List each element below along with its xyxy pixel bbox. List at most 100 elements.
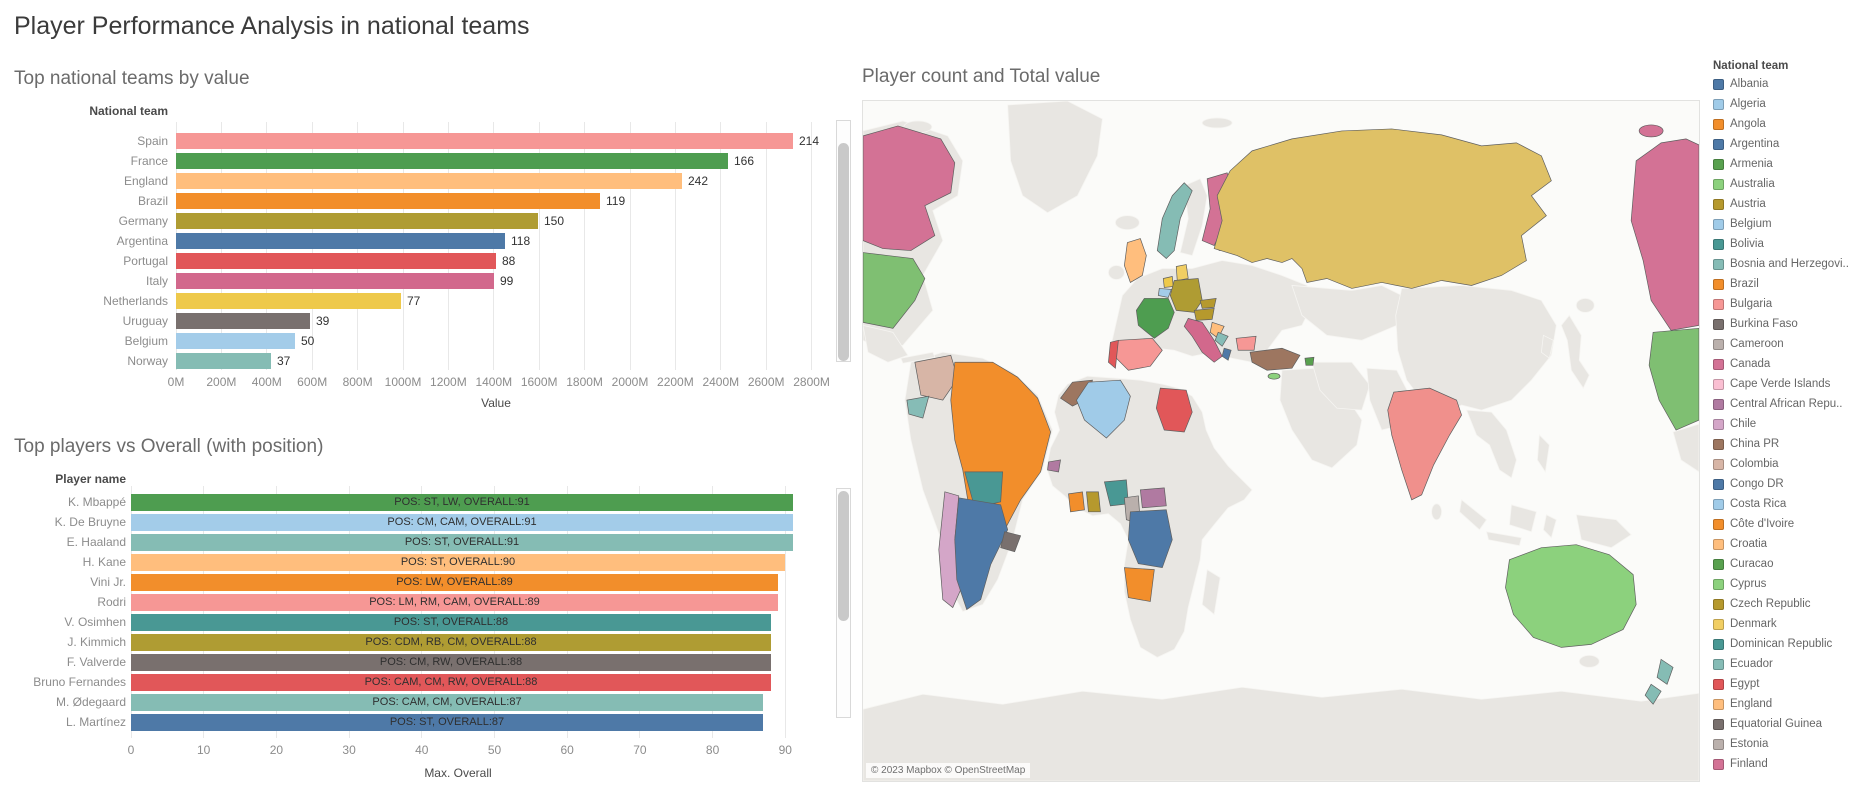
map-country-argentina[interactable] [954,497,1009,611]
map-country-egypt[interactable] [1155,387,1193,433]
legend-item-costa-rica[interactable]: Costa Rica [1713,494,1786,514]
players-chart-scrollbar[interactable] [836,488,851,718]
map-country-canada-east[interactable] [1630,138,1699,331]
legend-item-algeria[interactable]: Algeria [1713,94,1766,114]
players-bar-k-mbapp-[interactable] [131,493,793,511]
legend-item-croatia[interactable]: Croatia [1713,534,1767,554]
teams-bar-argentina[interactable] [176,233,505,249]
legend-item-finland[interactable]: Finland [1713,754,1768,774]
map-country-russia[interactable] [1213,128,1552,289]
legend-item-denmark[interactable]: Denmark [1713,614,1777,634]
map-country-usa[interactable] [863,252,926,329]
legend-item-cameroon[interactable]: Cameroon [1713,334,1784,354]
legend-item-england[interactable]: England [1713,694,1772,714]
legend-item-ecuador[interactable]: Ecuador [1713,654,1773,674]
legend-item-chile[interactable]: Chile [1713,414,1756,434]
map-country-portugal[interactable] [1108,339,1119,369]
map-country-spain[interactable] [1114,337,1163,371]
map-country-angola[interactable] [1123,567,1155,602]
legend-item-brazil[interactable]: Brazil [1713,274,1759,294]
legend-item-argentina[interactable]: Argentina [1713,134,1779,154]
map-country-india[interactable] [1387,387,1462,501]
map-country-czech-republic[interactable] [1199,298,1217,309]
map-country-belgium[interactable] [1157,288,1172,298]
teams-bar-brazil[interactable] [176,193,600,209]
legend-item-burkina-faso[interactable]: Burkina Faso [1713,314,1798,334]
map-country-algeria[interactable] [1076,379,1131,439]
map-country-ecuador[interactable] [906,395,930,419]
map-country-germany[interactable] [1169,278,1203,313]
legend-item-bosnia-and-herzegovi-[interactable]: Bosnia and Herzegovi.. [1713,254,1849,274]
legend-item-central-african-repu-[interactable]: Central African Repu.. [1713,394,1843,414]
players-bar-h-kane[interactable] [131,553,785,571]
map-country-denmark[interactable] [1175,264,1189,281]
legend-item-albania[interactable]: Albania [1713,74,1768,94]
teams-bar-norway[interactable] [176,353,271,369]
map-country-austria[interactable] [1193,307,1215,321]
map-country-canada[interactable] [863,125,956,251]
map-island-canada-arctic[interactable] [1638,124,1664,138]
legend-item-curacao[interactable]: Curacao [1713,554,1773,574]
map-country-bosnia[interactable] [1214,331,1229,347]
teams-bar-germany[interactable] [176,213,538,229]
map-country-norway[interactable] [1156,182,1193,260]
players-bar-v-osimhen[interactable] [131,613,771,631]
legend-item-austria[interactable]: Austria [1713,194,1766,214]
players-bar-k-de-bruyne[interactable] [131,513,793,531]
map-country-united-kingdom[interactable] [1124,238,1147,283]
legend-item-bolivia[interactable]: Bolivia [1713,234,1764,254]
players-bar-f-valverde[interactable] [131,653,771,671]
teams-bar-england[interactable] [176,173,682,189]
teams-bar-belgium[interactable] [176,333,295,349]
legend-item-bulgaria[interactable]: Bulgaria [1713,294,1772,314]
map-country-uruguay[interactable] [1000,531,1022,553]
players-bar-l-mart-nez[interactable] [131,713,763,731]
players-bar-e-haaland[interactable] [131,533,793,551]
legend-item-equatorial-guinea[interactable]: Equatorial Guinea [1713,714,1822,734]
map-country-australia[interactable] [1505,544,1637,648]
map-country-new-zealand-north[interactable] [1656,658,1674,685]
map-country-bolivia[interactable] [964,471,1004,509]
legend-item-belgium[interactable]: Belgium [1713,214,1772,234]
players-bar-m-degaard[interactable] [131,693,763,711]
legend-item-china-pr[interactable]: China PR [1713,434,1779,454]
teams-bar-france[interactable] [176,153,728,169]
legend-item-czech-republic[interactable]: Czech Republic [1713,594,1811,614]
legend-item-c-te-d-ivoire[interactable]: Côte d'Ivoire [1713,514,1794,534]
map-country-senegal[interactable] [1047,459,1061,473]
map-country-italy[interactable] [1183,317,1223,363]
world-map[interactable]: © 2023 Mapbox © OpenStreetMap [862,100,1700,782]
teams-chart-scrollbar-thumb[interactable] [838,143,849,361]
legend-item-congo-dr[interactable]: Congo DR [1713,474,1784,494]
legend-item-angola[interactable]: Angola [1713,114,1766,134]
teams-bar-italy[interactable] [176,273,494,289]
players-bar-j-kimmich[interactable] [131,633,771,651]
players-bar-vini-jr-[interactable] [131,573,778,591]
teams-bar-netherlands[interactable] [176,293,401,309]
legend-item-canada[interactable]: Canada [1713,354,1770,374]
legend-item-estonia[interactable]: Estonia [1713,734,1768,754]
players-bar-bruno-fernandes[interactable] [131,673,771,691]
map-country-cote-divoire[interactable] [1068,491,1085,513]
map-country-cyprus[interactable] [1267,372,1281,380]
map-country-ghana[interactable] [1086,491,1101,513]
map-country-france[interactable] [1135,298,1175,339]
teams-chart-scrollbar[interactable] [836,120,851,362]
legend-item-egypt[interactable]: Egypt [1713,674,1759,694]
legend-item-australia[interactable]: Australia [1713,174,1775,194]
teams-bar-portugal[interactable] [176,253,496,269]
map-country-armenia[interactable] [1304,356,1315,366]
map-country-usa-east[interactable] [1648,327,1699,431]
map-country-albania[interactable] [1221,347,1232,361]
map-country-new-zealand-south[interactable] [1644,683,1662,705]
players-chart-scrollbar-thumb[interactable] [838,491,849,621]
teams-bar-uruguay[interactable] [176,313,310,329]
map-country-turkey[interactable] [1249,347,1301,371]
legend-item-colombia[interactable]: Colombia [1713,454,1779,474]
teams-bar-spain[interactable] [176,133,793,149]
map-country-colombia[interactable] [914,354,959,401]
legend-item-cyprus[interactable]: Cyprus [1713,574,1766,594]
map-country-central-african-republic[interactable] [1139,487,1167,509]
legend-item-armenia[interactable]: Armenia [1713,154,1773,174]
players-bar-rodri[interactable] [131,593,778,611]
